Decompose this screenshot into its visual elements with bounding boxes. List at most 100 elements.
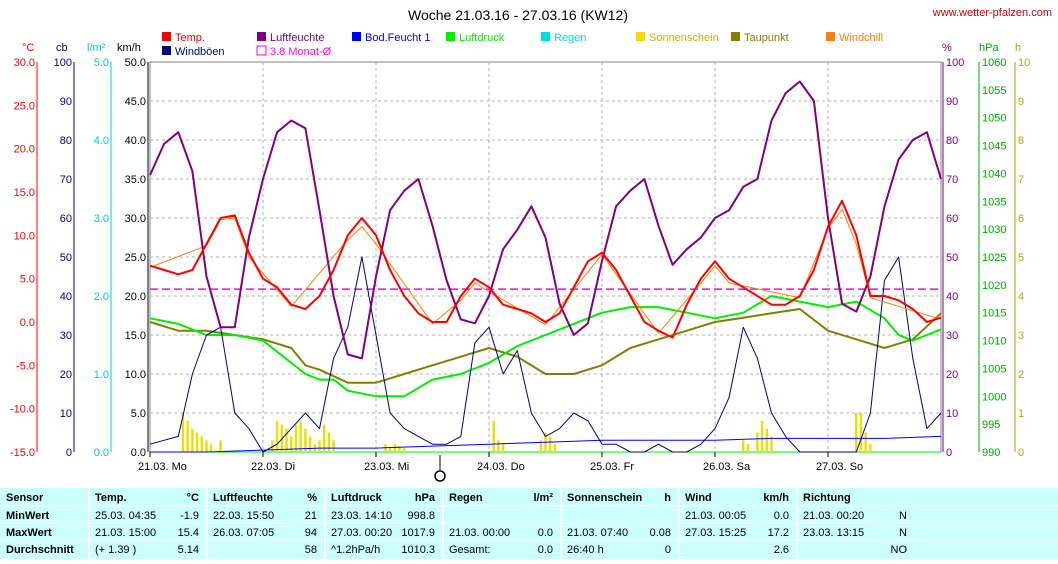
table-header: Regen <box>449 492 483 504</box>
tick-label-lm2: 3.0 <box>94 213 109 225</box>
tick-label-percent: 90 <box>946 96 958 108</box>
stats-table: Sensor Temp. °C Luftfeuchte% Luftdruck hPa Reg… <box>0 488 1058 559</box>
table-row-label: MinWert <box>6 510 50 522</box>
legend-label: Regen <box>554 32 586 44</box>
legend-label: 3.8 Monat-Ø <box>270 46 332 58</box>
table-cell-when: 25.03. 04:35 <box>95 510 156 522</box>
table-cell-when: 21.03. 00:20 <box>803 510 864 522</box>
tick-label-cb: 20 <box>60 369 72 381</box>
tick-label-percent: 30 <box>946 330 958 342</box>
day-labels: 21.03. Mo 22.03. Di 23.03. Mi 24.03. Do 25.0… <box>138 452 863 473</box>
tick-label-temp: 10.0 <box>14 230 35 242</box>
legend-swatch <box>826 32 835 41</box>
table-cell-value: N <box>899 527 907 539</box>
legend-label: Bod.Feucht 1 <box>365 32 430 44</box>
legend-swatch <box>256 45 267 56</box>
tick-label-temp: 5.0 <box>20 274 35 286</box>
sunshine-bar <box>742 440 745 452</box>
table-cell-value: 5.14 <box>178 544 199 556</box>
tick-label-cb: 40 <box>60 291 72 303</box>
table-cell-value: 1017.9 <box>401 527 435 539</box>
tick-label-kmh: 15.0 <box>125 330 146 342</box>
table-header-unit: % <box>307 492 317 504</box>
table-header-unit: hPa <box>415 492 436 504</box>
sunshine-bar <box>271 440 274 452</box>
tick-label-hpa: 1035 <box>982 196 1006 208</box>
now-marker <box>434 470 446 482</box>
sunshine-bar <box>770 436 773 452</box>
table-header: Richtung <box>803 492 851 504</box>
day-label: 25.03. Fr <box>590 461 634 473</box>
table-cell-value: 94 <box>305 527 317 539</box>
tick-label-cb: 60 <box>60 213 72 225</box>
sunshine-bar <box>388 448 392 452</box>
tick-label-percent: 0 <box>946 447 952 459</box>
series-windb-en <box>149 256 942 453</box>
tick-label-kmh: 50.0 <box>125 57 146 69</box>
tick-label-cb: 100 <box>54 57 72 69</box>
axis-title-kmh: km/h <box>117 42 141 54</box>
sunshine-bar <box>299 420 302 452</box>
sunshine-bar <box>285 428 288 452</box>
legend-swatch <box>446 32 455 41</box>
day-label: 22.03. Di <box>251 461 295 473</box>
table-cell-value: 0.0 <box>538 544 553 556</box>
legend-label: Windchill <box>839 32 883 44</box>
sunshine-bar <box>553 444 557 452</box>
table-header-unit: l/m² <box>533 492 553 504</box>
sunshine-bar <box>859 413 863 452</box>
sunshine-bar <box>275 420 279 452</box>
tick-label-lm2: 4.0 <box>94 135 109 147</box>
weather-chart: Woche 21.03.16 - 27.03.16 (KW12) www.wet… <box>9 7 1052 482</box>
sunshine-bar <box>332 440 335 452</box>
table-header: Sensor <box>6 492 44 504</box>
tick-label-hpa: 1005 <box>982 363 1006 375</box>
sunshine-bar <box>497 440 500 452</box>
tick-label-cb: 90 <box>60 96 72 108</box>
table-cell-when: 21.03. 00:05 <box>685 510 746 522</box>
legend-swatch <box>636 32 645 41</box>
tick-label-percent: 50 <box>946 252 958 264</box>
tick-label-hpa: 1020 <box>982 280 1006 292</box>
sunshine-bar <box>398 446 401 452</box>
table-cell-when: (+ 1.39 ) <box>95 544 136 556</box>
tick-label-hpa: 1045 <box>982 141 1006 153</box>
axis-title-temp: °C <box>22 42 34 54</box>
sunshine-bar <box>393 444 397 452</box>
series-luftdruck <box>149 295 942 398</box>
tick-label-kmh: 20.0 <box>125 291 146 303</box>
tick-label-lm2: 0.0 <box>94 447 109 459</box>
legend-label: Luftfeuchte <box>270 32 324 44</box>
sunshine-bar <box>290 436 293 452</box>
table-cell-value: 21 <box>305 510 317 522</box>
tick-label-hours: 5 <box>1018 252 1024 264</box>
sunshine-bar <box>304 428 307 452</box>
legend-label: Taupunkt <box>744 32 789 44</box>
tick-label-hpa: 995 <box>982 419 1000 431</box>
sunshine-bar <box>308 436 312 452</box>
sunshine-bar <box>760 420 764 452</box>
legend-swatch <box>731 32 740 41</box>
table-cell-value: 0.08 <box>650 527 671 539</box>
sunshine-bar <box>492 420 495 452</box>
tick-label-kmh: 10.0 <box>125 369 146 381</box>
tick-label-hpa: 1040 <box>982 168 1006 180</box>
right-axis-labels: 1009080706050403020100106010551050104510… <box>942 57 1030 459</box>
legend-swatch <box>352 32 361 41</box>
tick-label-lm2: 2.0 <box>94 291 109 303</box>
series-temp- <box>149 199 942 339</box>
day-label: 27.03. So <box>816 461 863 473</box>
sunshine-bar <box>864 432 867 452</box>
tick-label-cb: 30 <box>60 330 72 342</box>
tick-label-percent: 60 <box>946 213 958 225</box>
table-cell-value: 0 <box>665 544 671 556</box>
tick-label-temp: 25.0 <box>14 100 35 112</box>
axis-title-lm2: l/m² <box>87 42 106 54</box>
table-cell-value: 15.4 <box>178 527 199 539</box>
table-cell-when: 22.03. 15:50 <box>213 510 274 522</box>
tick-label-percent: 80 <box>946 135 958 147</box>
tick-label-temp: 20.0 <box>14 144 35 156</box>
tick-label-hours: 7 <box>1018 174 1024 186</box>
legend-label: Windböen <box>175 46 225 58</box>
tick-label-lm2: 5.0 <box>94 57 109 69</box>
